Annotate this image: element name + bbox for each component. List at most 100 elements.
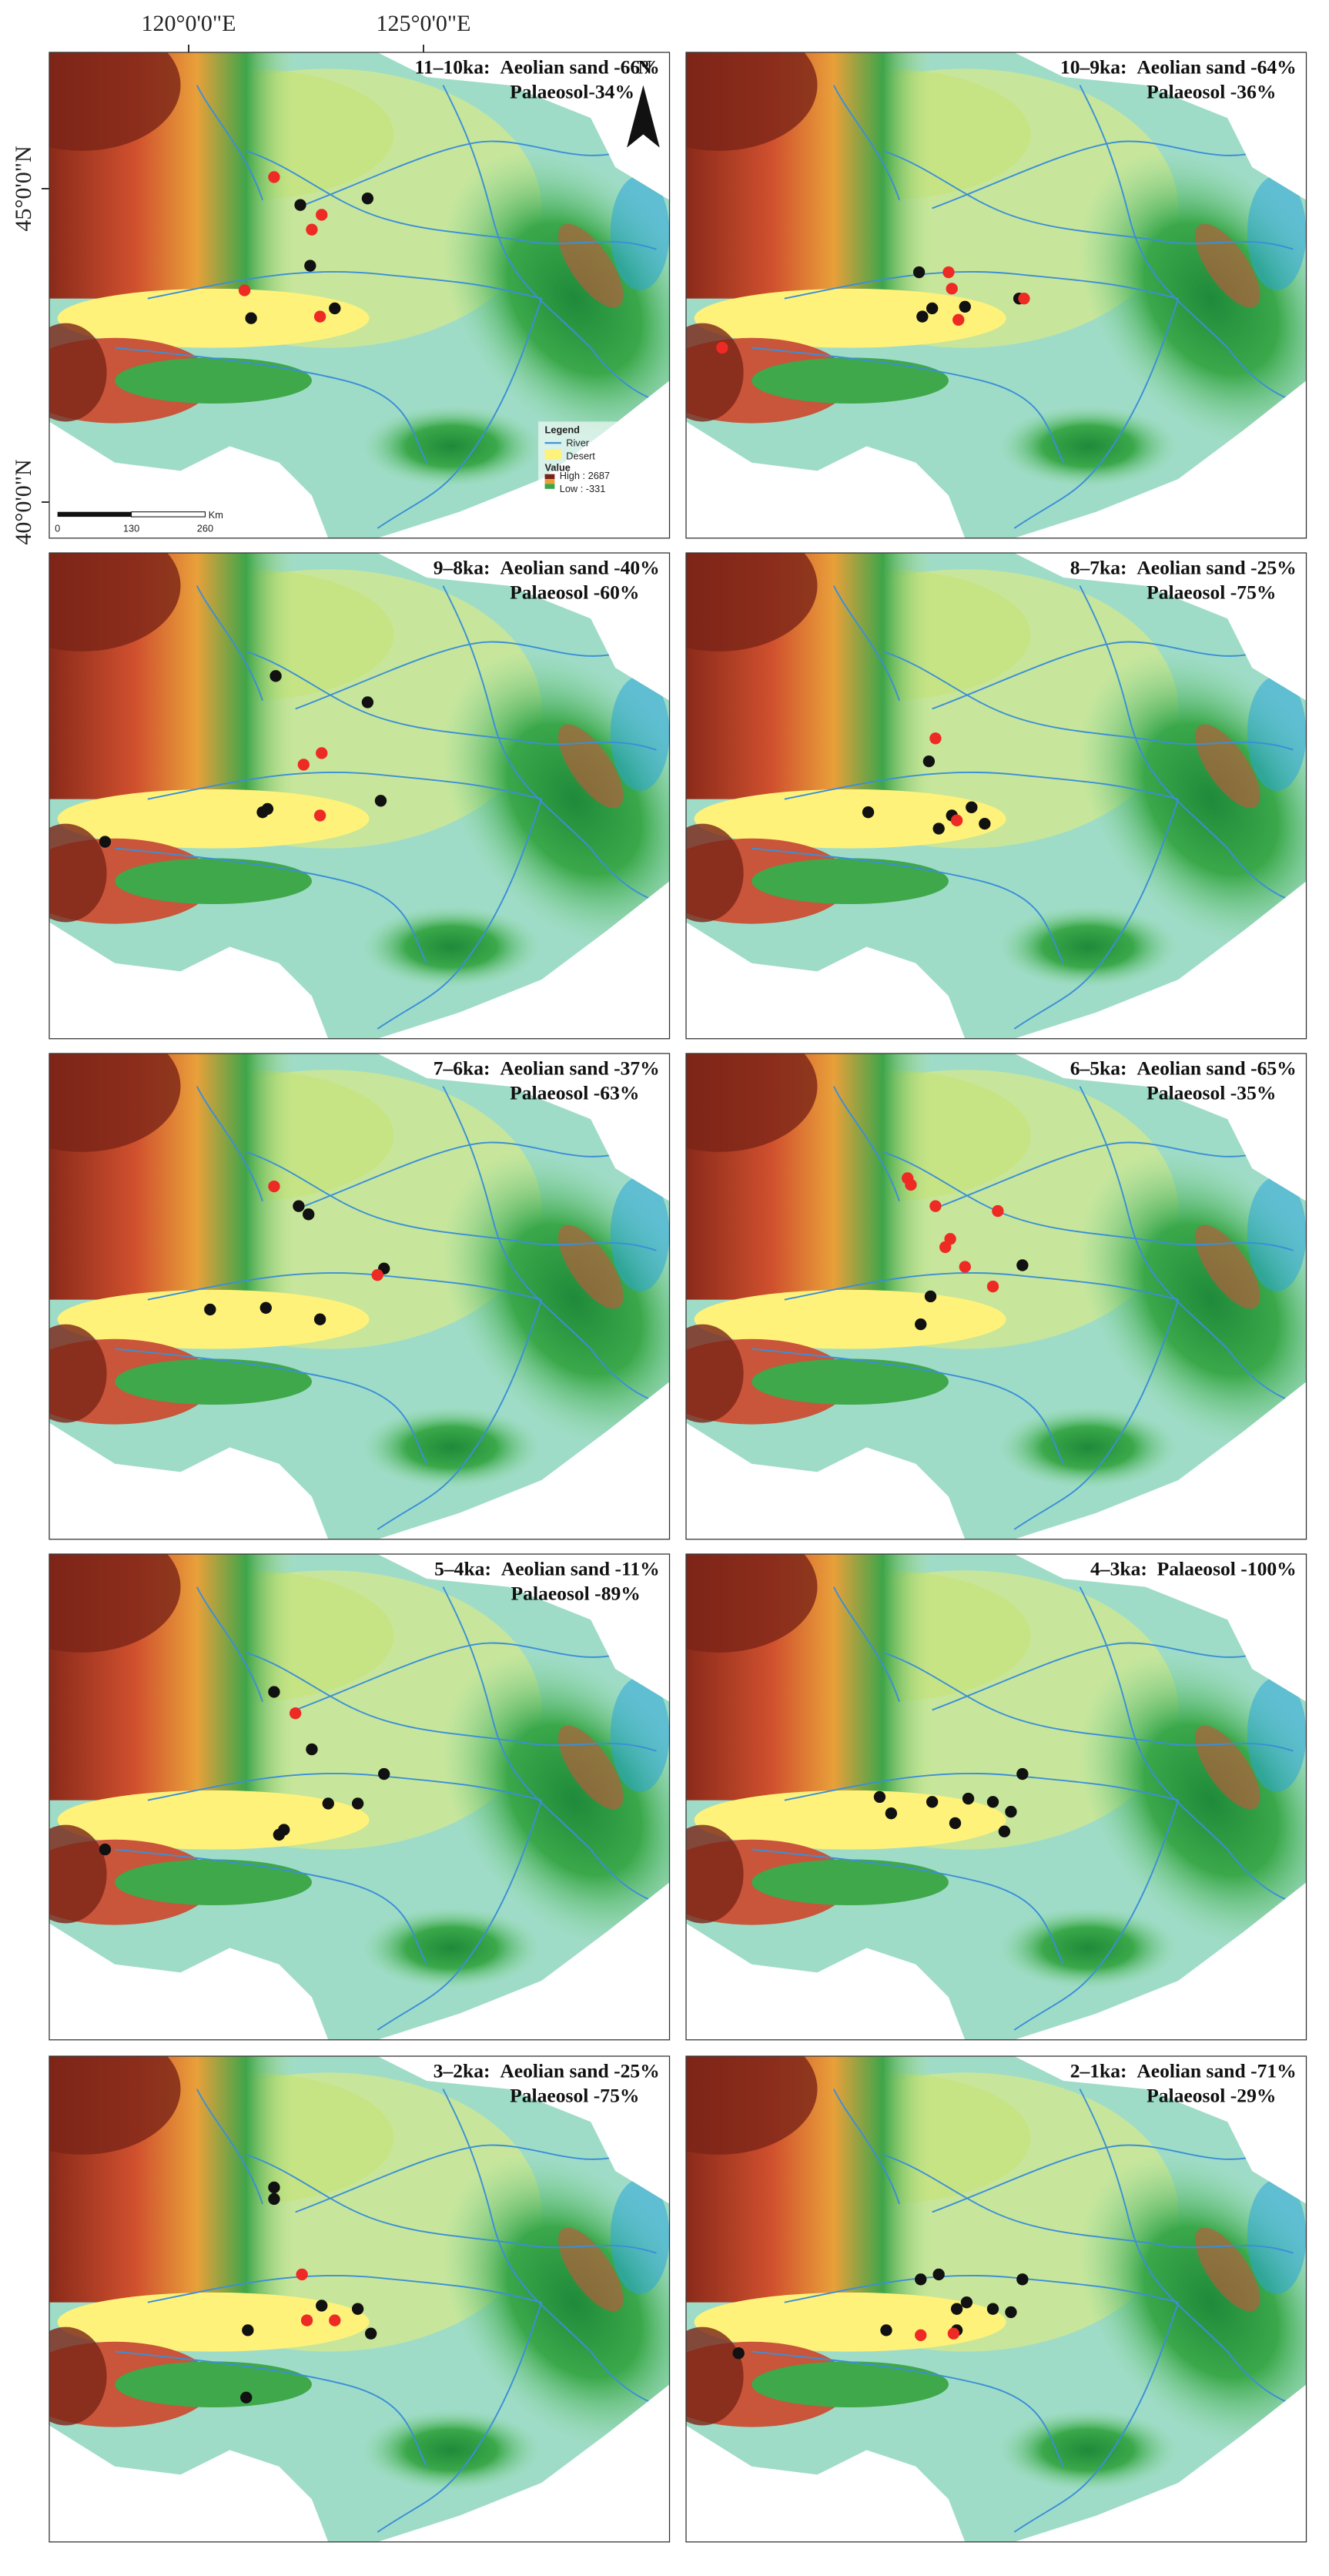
scale-bar-dark [57, 511, 132, 518]
panel-frame [685, 2055, 1307, 2543]
panel-frame [685, 1053, 1307, 1540]
map-panel: 3–2ka: Aeolian sand -25% Palaeosol -75% [0, 2023, 762, 2541]
site-dot [986, 1796, 999, 1808]
site-dot [949, 1817, 962, 1830]
aeolian-share: Aeolian sand -71% [1137, 2060, 1296, 2082]
site-dot [268, 171, 280, 183]
site-dot [926, 302, 939, 315]
site-dot [885, 1807, 898, 1820]
map-panel: 10–9ka: Aeolian sand -64%Palaeosol -36% [621, 19, 1329, 538]
site-dot [986, 1280, 999, 1293]
site-dot [351, 1797, 364, 1810]
site-dot [862, 806, 875, 819]
site-dot [306, 1743, 318, 1756]
site-dot [293, 1200, 305, 1212]
site-dot [289, 1707, 302, 1720]
aeolian-share: Aeolian sand -11% [501, 1558, 660, 1580]
period-label: 3–2ka: [434, 2060, 490, 2082]
site-dot [204, 1303, 216, 1316]
site-dot [924, 1290, 937, 1303]
lon-label: 125°0'0"E [377, 11, 471, 36]
scale-bar-light [131, 511, 206, 518]
site-dot [294, 199, 306, 211]
period-label: 5–4ka: [434, 1558, 491, 1580]
panel-title: 6–5ka: Aeolian sand -65% [1070, 1057, 1297, 1080]
panel-frame [49, 52, 671, 539]
aeolian-share: Aeolian sand -66% [500, 56, 659, 79]
legend-desert-swatch [544, 449, 561, 460]
site-dot [297, 759, 310, 771]
site-dot [1016, 2273, 1029, 2286]
site-dot [905, 1178, 917, 1191]
site-dot [316, 747, 328, 759]
panel-title: 11–10ka: Aeolian sand -66% [415, 56, 660, 79]
terrain-map [0, 19, 762, 538]
period-label: 11–10ka: [415, 56, 490, 79]
site-dot [960, 2296, 973, 2309]
site-dot [950, 814, 963, 827]
legend-ramp [544, 484, 555, 489]
map-panel: 6–5ka: Aeolian sand -65%Palaeosol -35% [621, 1020, 1329, 1539]
legend-ramp [544, 479, 555, 484]
period-label: 2–1ka: [1070, 2060, 1127, 2082]
site-dot [929, 1200, 942, 1212]
site-dot [329, 2314, 341, 2326]
site-dot [322, 1797, 334, 1810]
site-dot [313, 809, 326, 822]
period-label: 10–9ka: [1060, 56, 1127, 79]
panel-title: 3–2ka: Aeolian sand -25% [434, 2060, 660, 2082]
panel-title: 10–9ka: Aeolian sand -64% [1060, 56, 1297, 79]
site-dot [261, 802, 274, 816]
site-dot [313, 310, 326, 323]
terrain-map [0, 520, 762, 1038]
site-dot [259, 1301, 272, 1314]
site-dot [952, 313, 965, 327]
site-dot [986, 2303, 999, 2315]
site-dot [950, 2303, 963, 2315]
panel-title: 5–4ka: Aeolian sand -11% [434, 1558, 660, 1580]
site-dot [1005, 1805, 1017, 1818]
site-dot [962, 1792, 975, 1805]
site-dot [240, 2391, 253, 2403]
palaeosol-share: Palaeosol -89% [511, 1583, 641, 1605]
panel-title: 7–6ka: Aeolian sand -37% [434, 1057, 660, 1080]
site-dot [916, 310, 929, 323]
site-dot [268, 2181, 280, 2194]
site-dot [947, 2327, 960, 2340]
legend-desert: Desert [566, 450, 595, 461]
site-dot [99, 836, 112, 848]
site-dot [238, 284, 251, 296]
palaeosol-share: Palaeosol-34% [510, 81, 634, 103]
site-dot [269, 670, 282, 682]
panel-frame [49, 1553, 671, 2041]
site-dot [268, 2192, 280, 2206]
legend-high: High : 2687 [560, 470, 610, 481]
legend-ramp [544, 474, 555, 480]
site-dot [922, 755, 936, 768]
scale-label: 130 [123, 522, 139, 534]
aeolian-share: Aeolian sand -37% [500, 1057, 659, 1080]
aeolian-share: Palaeosol -100% [1157, 1558, 1297, 1580]
site-dot [316, 2300, 328, 2312]
site-dot [300, 2314, 313, 2326]
aeolian-share: Aeolian sand -25% [500, 2060, 659, 2082]
site-dot [942, 266, 955, 279]
map-panel: 7–6ka: Aeolian sand -37%Palaeosol -63% [0, 1020, 762, 1539]
panel-title: 9–8ka: Aeolian sand -40% [434, 557, 660, 579]
site-dot [378, 1767, 390, 1780]
period-label: 8–7ka: [1070, 557, 1127, 579]
lat-label: 40°0'0"N [11, 459, 36, 544]
site-dot [912, 266, 926, 279]
panel-title: 8–7ka: Aeolian sand -25% [1070, 557, 1297, 579]
panel-frame [685, 52, 1307, 539]
site-dot [998, 1825, 1011, 1837]
palaeosol-share: Palaeosol -35% [1147, 1082, 1276, 1104]
palaeosol-share: Palaeosol -29% [1147, 2085, 1276, 2107]
site-dot [873, 1790, 886, 1804]
site-dot [313, 1313, 326, 1325]
site-dot [959, 300, 971, 313]
site-dot [959, 1261, 971, 1273]
period-label: 9–8ka: [434, 557, 490, 579]
panel-frame [685, 552, 1307, 1040]
